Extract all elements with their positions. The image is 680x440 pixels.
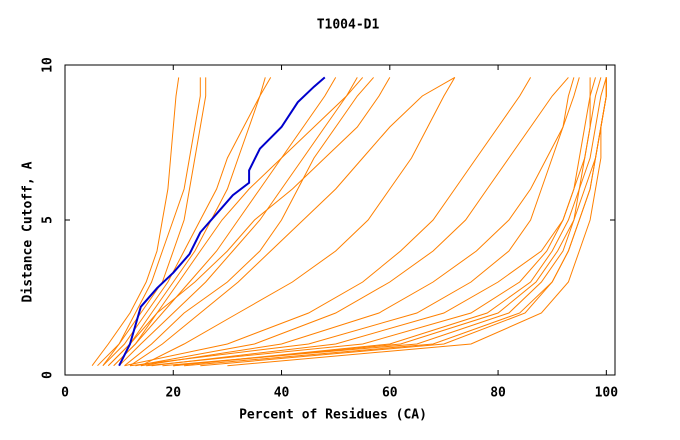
series-line <box>173 77 607 367</box>
series-line <box>140 77 580 367</box>
series-line <box>124 77 374 367</box>
series-line <box>118 76 326 367</box>
series-line <box>91 77 180 366</box>
x-tick-label: 0 <box>61 386 69 401</box>
x-tick-label: 20 <box>165 386 181 401</box>
series-line <box>129 76 456 367</box>
series-line <box>151 77 591 367</box>
x-tick-label: 40 <box>274 386 290 401</box>
x-tick-label: 80 <box>490 386 506 401</box>
series-line <box>107 77 391 367</box>
chart-title: T1004-D1 <box>317 18 380 33</box>
series-line <box>113 77 358 367</box>
y-axis-label: Distance Cutoff, A <box>21 161 36 302</box>
series-line <box>113 77 337 367</box>
plot-frame <box>64 64 616 376</box>
series-line <box>124 77 532 367</box>
series-line <box>173 77 596 367</box>
x-tick-label: 60 <box>382 386 398 401</box>
series-line <box>140 77 456 367</box>
y-tick-label: 10 <box>41 57 56 73</box>
series-line <box>184 77 607 367</box>
series-line <box>135 77 569 367</box>
x-axis-label: Percent of Residues (CA) <box>239 408 427 423</box>
y-tick-label: 5 <box>41 216 56 224</box>
series-line <box>102 77 272 367</box>
x-tick-label: 100 <box>595 386 619 401</box>
series-line <box>129 77 575 367</box>
y-tick-label: 0 <box>41 371 56 379</box>
series-line <box>97 77 207 367</box>
series-line <box>118 77 364 367</box>
series-line <box>102 77 201 366</box>
